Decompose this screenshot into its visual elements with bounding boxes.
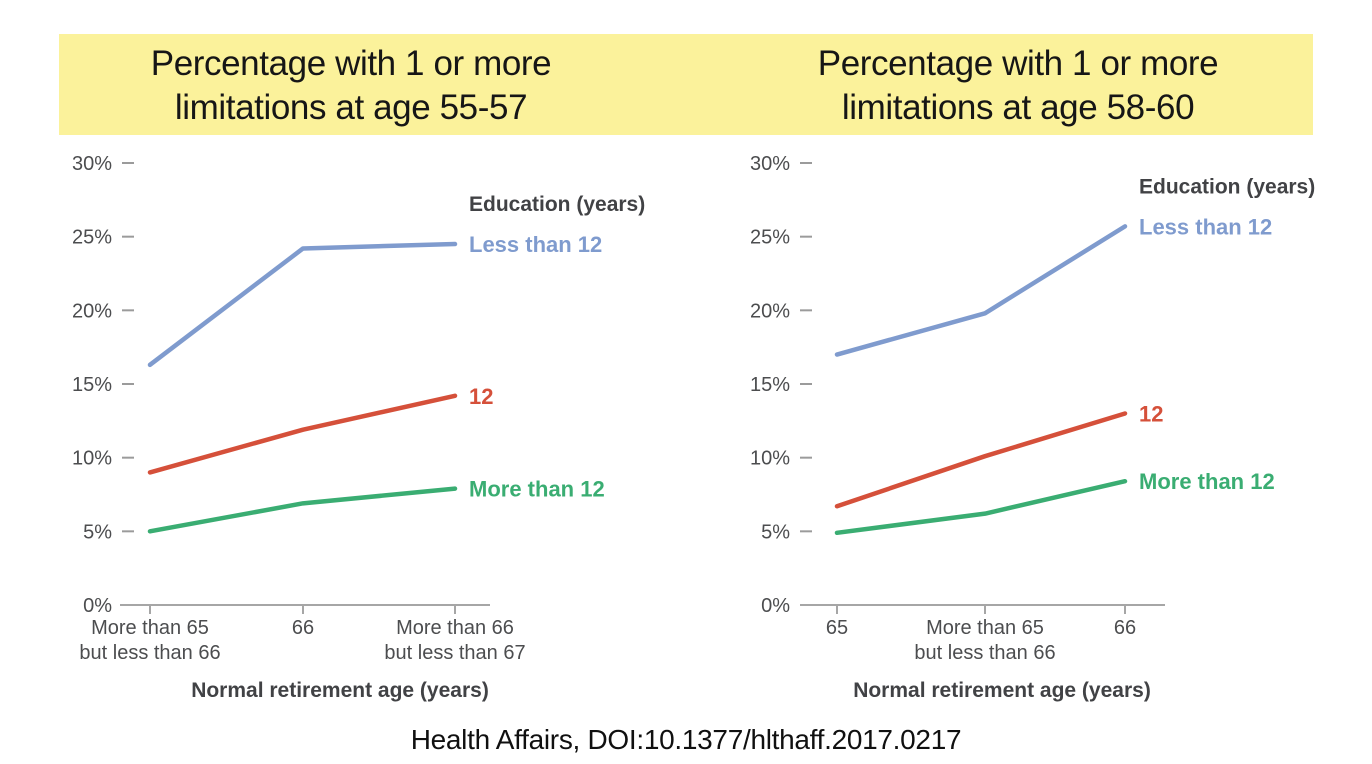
series-label-more-than-12: More than 12: [1139, 469, 1275, 494]
y-tick-label: 20%: [750, 300, 790, 322]
left-chart-title: Percentage with 1 or more limitations at…: [150, 44, 552, 127]
chart-2: 0% 5% 10% 15% 20% 25% 30% 65 More than 65 but les…: [750, 153, 1315, 702]
series-line-less-than-12: [147, 241, 458, 368]
y-tick-label: 5%: [83, 521, 112, 543]
legend-title: Education (years): [1139, 175, 1315, 198]
y-tick-label: 30%: [750, 153, 790, 175]
y-tick-label: 15%: [750, 374, 790, 396]
series-label-12: 12: [1139, 401, 1163, 426]
series-line-less-than-12: [834, 224, 1128, 357]
series-label-less-than-12: Less than 12: [469, 232, 602, 257]
series-line-more-than-12: [147, 486, 458, 534]
y-tick-label: 10%: [750, 448, 790, 470]
chart-1: 0% 5% 10% 15% 20% 25% 30% More than 65 but less …: [72, 153, 645, 702]
right-chart-title: Percentage with 1 or more limitations at…: [817, 44, 1219, 127]
x-category-label: More than 66: [396, 617, 514, 639]
series-label-12: 12: [469, 384, 493, 409]
y-tick-label: 10%: [72, 448, 112, 470]
y-tick-label: 25%: [750, 227, 790, 249]
y-tick-label: 20%: [72, 300, 112, 322]
series-line-more-than-12: [834, 478, 1128, 536]
y-tick-label: 0%: [761, 595, 790, 617]
series-line-12: [834, 411, 1128, 509]
x-category-label: More than 65: [926, 617, 1044, 639]
y-tick-label: 25%: [72, 227, 112, 249]
series-label-less-than-12: Less than 12: [1139, 214, 1272, 239]
y-tick-label: 30%: [72, 153, 112, 175]
y-tick-label: 15%: [72, 374, 112, 396]
series-label-more-than-12: More than 12: [469, 477, 605, 502]
x-axis-title: Normal retirement age (years): [853, 679, 1151, 702]
x-axis-title: Normal retirement age (years): [191, 679, 489, 702]
x-category-label: 65: [826, 617, 848, 639]
x-category-label: but less than 67: [384, 642, 525, 664]
x-category-label: but less than 66: [914, 642, 1055, 664]
x-category-label: 66: [292, 617, 314, 639]
x-category-label: 66: [1114, 617, 1136, 639]
title-banner: Percentage with 1 or more limitations at…: [59, 34, 1313, 135]
y-tick-label: 0%: [83, 595, 112, 617]
x-category-label: More than 65: [91, 617, 209, 639]
y-tick-label: 5%: [761, 521, 790, 543]
source-caption: Health Affairs, DOI:10.1377/hlthaff.2017…: [410, 724, 962, 755]
legend-title: Education (years): [469, 193, 645, 216]
series-line-12: [147, 393, 458, 475]
x-category-label: but less than 66: [79, 642, 220, 664]
